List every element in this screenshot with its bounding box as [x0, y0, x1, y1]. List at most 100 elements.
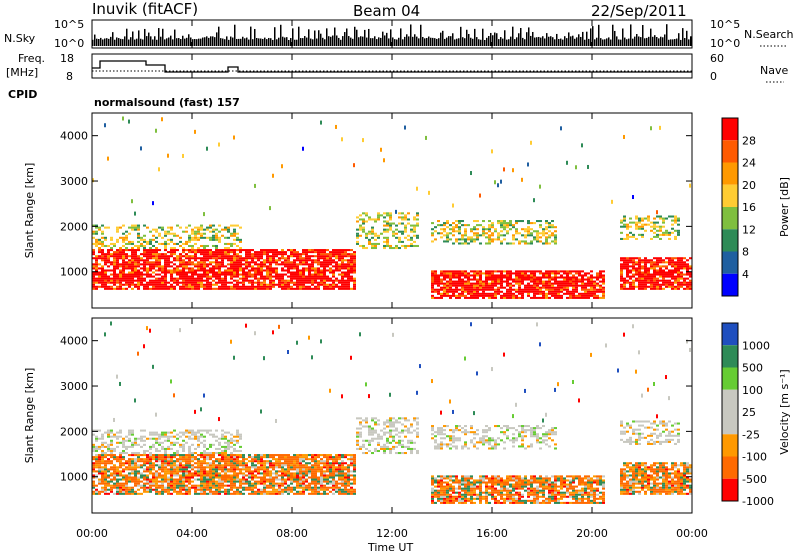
- range-gate-cell: [185, 283, 188, 286]
- range-gate-cell: [146, 261, 149, 264]
- range-gate-cell: [572, 284, 575, 287]
- range-gate-cell: [227, 253, 230, 256]
- range-gate-cell: [458, 282, 461, 285]
- range-gate-cell: [386, 212, 389, 215]
- range-gate-cell: [179, 255, 182, 258]
- range-gate-cell: [176, 437, 179, 440]
- range-gate-cell: [656, 285, 659, 288]
- range-gate-cell: [362, 138, 364, 143]
- range-gate-cell: [353, 283, 356, 286]
- range-gate-cell: [191, 244, 194, 248]
- range-gate-cell: [122, 255, 125, 258]
- range-gate-cell: [260, 261, 263, 264]
- range-gate-cell: [254, 271, 257, 274]
- range-gate-cell: [119, 478, 122, 481]
- range-gate-cell: [674, 219, 677, 222]
- range-gate-cell: [323, 263, 326, 266]
- range-gate-cell: [659, 275, 662, 278]
- range-gate-cell: [95, 492, 98, 495]
- range-gate-cell: [479, 242, 482, 245]
- range-gate-cell: [257, 472, 260, 475]
- range-gate-cell: [137, 437, 140, 440]
- range-gate-cell: [173, 474, 176, 477]
- range-gate-cell: [197, 486, 200, 489]
- range-gate-cell: [359, 244, 362, 248]
- range-gate-cell: [185, 456, 188, 459]
- range-gate-cell: [251, 281, 254, 284]
- range-gate-cell: [158, 234, 161, 237]
- range-gate-cell: [173, 269, 176, 272]
- range-gate-cell: [227, 255, 230, 258]
- range-gate-cell: [281, 476, 284, 479]
- nsky-bar: [626, 39, 628, 46]
- range-gate-cell: [113, 263, 116, 266]
- range-gate-cell: [122, 470, 125, 473]
- range-gate-cell: [476, 232, 479, 235]
- range-gate-cell: [470, 292, 473, 295]
- range-gate-cell: [548, 272, 551, 275]
- range-gate-cell: [158, 232, 161, 235]
- nsky-bar: [598, 24, 600, 46]
- range-gate-cell: [98, 281, 101, 284]
- range-gate-cell: [242, 478, 245, 481]
- nsky-bar: [428, 36, 430, 46]
- nsky-bar: [276, 39, 278, 46]
- range-gate-cell: [263, 490, 266, 493]
- range-gate-cell: [176, 269, 179, 272]
- range-gate-cell: [176, 449, 179, 453]
- range-gate-cell: [188, 269, 191, 272]
- range-gate-cell: [329, 257, 332, 260]
- range-gate-cell: [95, 257, 98, 260]
- range-gate-cell: [281, 462, 284, 465]
- nsky-bar: [464, 38, 466, 46]
- range-gate-cell: [449, 288, 452, 291]
- range-gate-cell: [161, 433, 164, 436]
- range-gate-cell: [269, 285, 272, 288]
- range-gate-cell: [176, 265, 179, 268]
- range-gate-cell: [494, 238, 497, 241]
- nsky-bar: [650, 28, 652, 46]
- range-gate-cell: [170, 478, 173, 481]
- range-gate-cell: [248, 482, 251, 485]
- range-gate-cell: [680, 277, 683, 280]
- range-gate-cell: [173, 482, 176, 485]
- range-gate-cell: [107, 253, 110, 256]
- range-gate-cell: [197, 230, 200, 233]
- range-gate-cell: [203, 236, 206, 239]
- range-gate-cell: [458, 274, 461, 277]
- nsky-bar: [198, 38, 200, 46]
- range-gate-cell: [290, 267, 293, 270]
- range-gate-cell: [266, 478, 269, 481]
- range-gate-cell: [212, 484, 215, 487]
- range-gate-cell: [203, 452, 206, 455]
- range-gate-cell: [239, 472, 242, 475]
- range-gate-cell: [587, 296, 590, 299]
- range-gate-cell: [122, 273, 125, 276]
- nsky-bar: [528, 27, 530, 46]
- range-gate-cell: [236, 255, 239, 258]
- range-gate-cell: [146, 263, 149, 266]
- range-gate-cell: [590, 280, 593, 283]
- range-gate-cell: [122, 456, 125, 459]
- range-gate-cell: [149, 267, 152, 270]
- range-gate-cell: [446, 292, 449, 295]
- range-gate-cell: [92, 486, 95, 489]
- range-gate-cell: [239, 454, 242, 457]
- range-gate-cell: [641, 233, 644, 236]
- range-gate-cell: [650, 279, 653, 282]
- range-gate-cell: [452, 288, 455, 291]
- nsky-bar: [194, 39, 196, 46]
- range-gate-cell: [494, 296, 497, 299]
- range-gate-cell: [167, 255, 170, 258]
- range-gate-cell: [674, 277, 677, 280]
- range-gate-cell: [620, 265, 623, 268]
- range-gate-cell: [239, 482, 242, 485]
- range-gate-cell: [281, 281, 284, 284]
- range-gate-cell: [239, 249, 242, 252]
- range-gate-cell: [104, 244, 107, 248]
- range-gate-cell: [212, 224, 215, 227]
- range-gate-cell: [677, 269, 680, 272]
- range-gate-cell: [530, 272, 533, 275]
- range-gate-cell: [92, 283, 95, 286]
- nsky-bar: [246, 37, 248, 46]
